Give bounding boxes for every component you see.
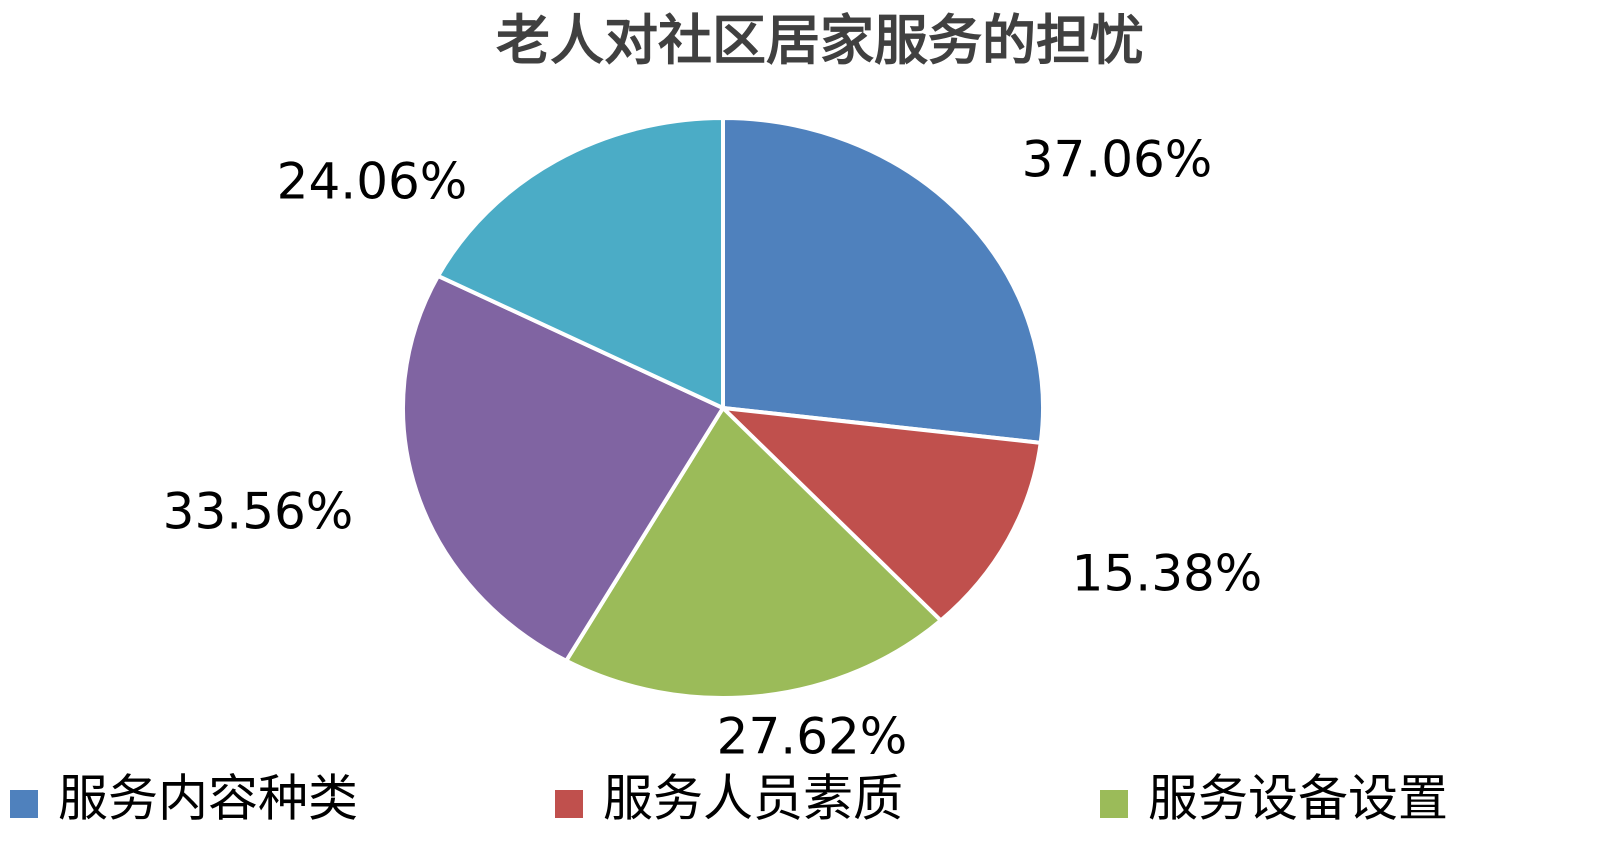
pie-slice: [563, 404, 944, 700]
data-label: 37.06%: [1022, 131, 1213, 189]
pie-slice: [717, 405, 1043, 624]
legend-swatch: [1100, 790, 1128, 818]
pie-slice: [435, 115, 725, 412]
legend-label: 服务内容种类: [58, 770, 358, 828]
pie-slice: [721, 115, 1045, 446]
legend-swatch: [10, 790, 38, 818]
data-label: 27.62%: [717, 708, 908, 766]
data-label: 33.56%: [163, 483, 354, 541]
legend-label: 服务人员素质: [603, 770, 903, 828]
data-label: 24.06%: [277, 153, 468, 211]
chart-title: 老人对社区居家服务的担忧: [496, 8, 1144, 72]
legend-swatch: [555, 790, 583, 818]
legend-label: 服务设备设置: [1148, 770, 1448, 828]
data-label: 15.38%: [1072, 545, 1263, 603]
